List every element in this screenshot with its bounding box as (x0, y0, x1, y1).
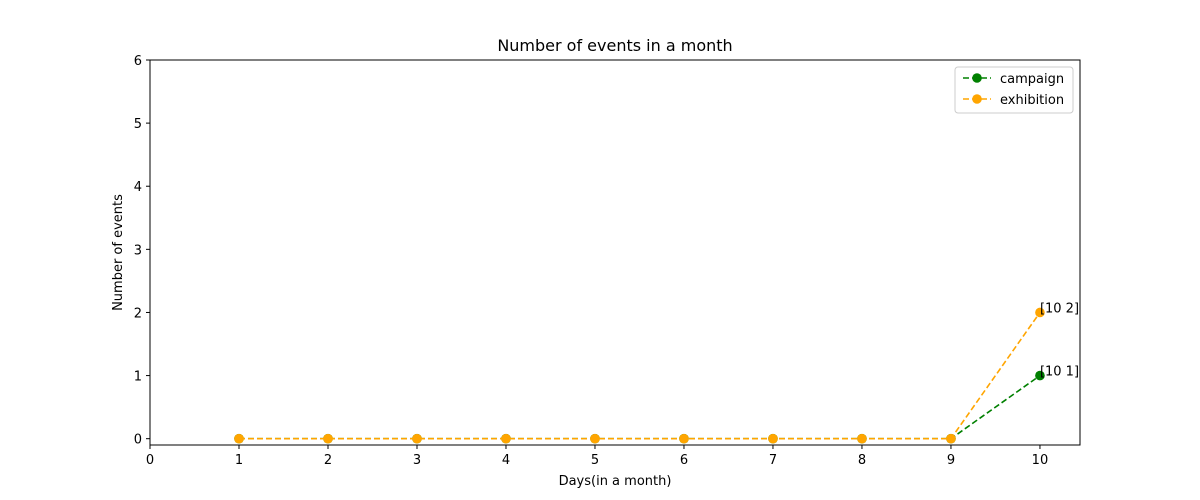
legend: campaign exhibition (954, 66, 1074, 114)
x-tick-label: 1 (235, 453, 243, 468)
data-point-exhibition (234, 433, 244, 444)
legend-marker-exhibition (972, 94, 982, 104)
annotation-label: [10 2] (1040, 301, 1079, 316)
data-annotations: [10 2] [10 1] (1040, 301, 1079, 379)
data-point-exhibition (323, 433, 333, 444)
series-line-exhibition (238, 311, 1041, 440)
x-tick-label: 2 (324, 453, 332, 468)
y-axis-label: Number of events (111, 194, 126, 311)
legend-label-exhibition: exhibition (1000, 93, 1064, 108)
x-axis-label: Days(in a month) (559, 474, 672, 489)
x-tick-label: 3 (413, 453, 421, 468)
x-tick-label: 5 (591, 453, 599, 468)
data-point-exhibition (501, 433, 511, 444)
y-tick-label: 3 (134, 243, 142, 258)
x-axis-ticks: 0 1 2 3 4 5 6 7 8 9 10 (146, 445, 1048, 468)
y-tick-label: 2 (134, 306, 142, 321)
data-point-exhibition (412, 433, 422, 444)
x-tick-label: 10 (1032, 453, 1049, 468)
chart-marks (234, 307, 1045, 444)
data-point-exhibition (679, 433, 689, 444)
data-point-exhibition (768, 433, 778, 444)
x-tick-label: 7 (769, 453, 777, 468)
chart-title: Number of events in a month (497, 36, 732, 55)
x-tick-label: 9 (947, 453, 955, 468)
y-tick-label: 4 (134, 180, 142, 195)
y-tick-label: 1 (134, 370, 142, 385)
y-axis-ticks: 0 1 2 3 4 5 6 (134, 54, 150, 448)
x-tick-label: 0 (146, 453, 154, 468)
plot-frame (149, 59, 1081, 446)
x-tick-label: 8 (858, 453, 866, 468)
data-point-exhibition (857, 433, 867, 444)
x-tick-label: 6 (680, 453, 688, 468)
annotation-label: [10 1] (1040, 365, 1079, 380)
y-tick-label: 6 (134, 54, 142, 69)
y-tick-label: 5 (134, 117, 142, 132)
legend-label-campaign: campaign (1000, 72, 1064, 87)
legend-marker-campaign (972, 73, 982, 83)
y-tick-label: 0 (134, 433, 142, 448)
data-point-campaign (1035, 370, 1045, 381)
data-point-exhibition (1035, 307, 1045, 318)
series-line-campaign (238, 374, 1041, 440)
data-point-exhibition (590, 433, 600, 444)
x-tick-label: 4 (502, 453, 510, 468)
data-point-exhibition (946, 433, 956, 444)
